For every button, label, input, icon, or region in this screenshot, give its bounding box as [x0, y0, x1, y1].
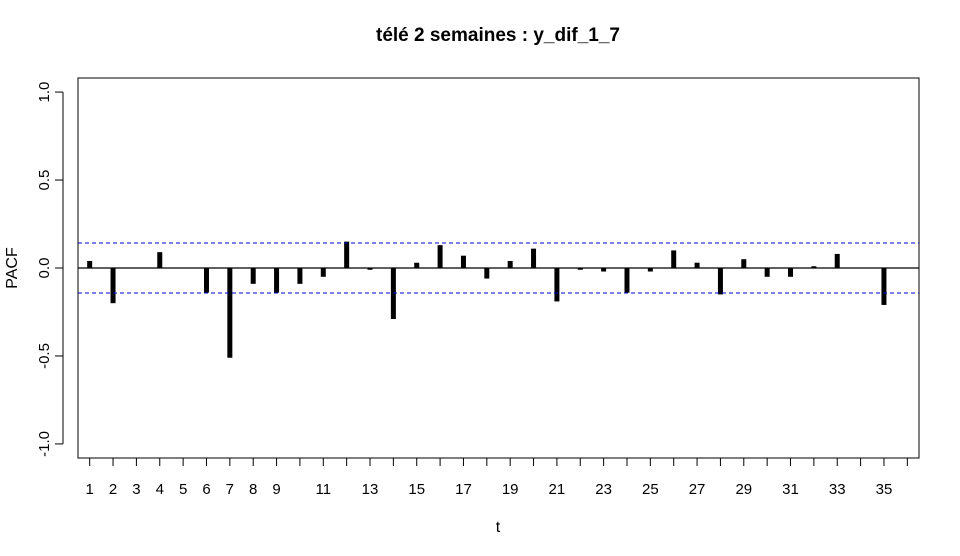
x-axis-label: t	[496, 519, 501, 536]
x-tick-label: 19	[502, 481, 519, 498]
x-tick-label: 11	[316, 481, 332, 498]
chart-title: télé 2 semaines : y_dif_1_7	[376, 25, 620, 46]
y-axis-label: PACF	[4, 247, 21, 289]
x-tick-label: 29	[735, 481, 752, 498]
x-tick-label: 31	[782, 481, 799, 498]
x-tick-label: 21	[549, 481, 566, 498]
x-tick-label: 8	[249, 481, 257, 498]
x-tick-label: 5	[179, 481, 187, 498]
y-tick-label: -1.0	[36, 431, 53, 457]
x-tick-label: 35	[876, 481, 893, 498]
x-tick-label: 1	[86, 481, 94, 498]
y-tick-label: -0.5	[36, 343, 53, 369]
x-tick-label: 6	[202, 481, 210, 498]
y-tick-label: 0.5	[36, 170, 53, 191]
y-tick-label: 1.0	[36, 82, 53, 103]
x-tick-label: 33	[829, 481, 846, 498]
x-tick-label: 7	[226, 481, 234, 498]
x-axis: 1 2 3 4 5 6 7 8 9 11 13 15 17 19 21 23 25 27 29 31 33 35	[86, 457, 908, 498]
x-tick-label: 17	[455, 481, 472, 498]
x-tick-label: 27	[689, 481, 706, 498]
x-tick-label: 3	[132, 481, 140, 498]
x-tick-label: 9	[272, 481, 280, 498]
x-tick-label: 4	[156, 481, 164, 498]
x-tick-label: 13	[362, 481, 379, 498]
pacf-bars	[87, 241, 887, 358]
x-tick-label: 2	[109, 481, 117, 498]
guide-lines	[78, 242, 919, 294]
x-tick-label: 23	[595, 481, 612, 498]
y-axis: -1.0 -0.5 0.0 0.5 1.0	[36, 82, 64, 457]
x-tick-label: 25	[642, 481, 659, 498]
y-tick-label: 0.0	[36, 258, 53, 279]
x-tick-label: 15	[408, 481, 425, 498]
